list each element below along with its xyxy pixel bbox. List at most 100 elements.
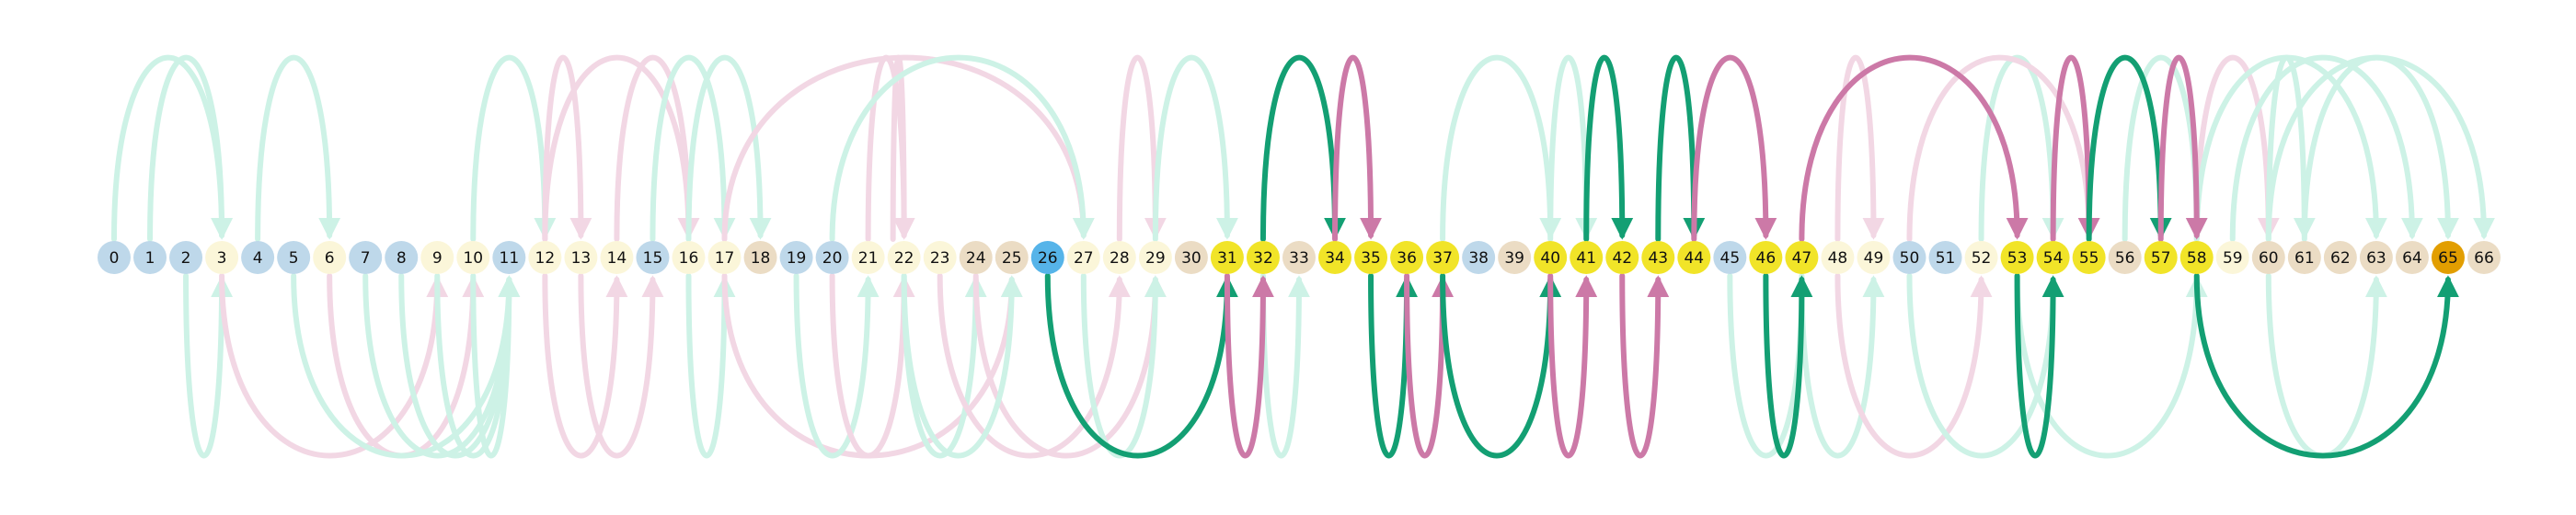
node-62: 62 bbox=[2323, 241, 2357, 274]
arc-edge-48-52 bbox=[1834, 273, 1993, 459]
node-label: 23 bbox=[930, 249, 950, 268]
node-circle bbox=[2036, 241, 2070, 274]
node-circle bbox=[1570, 241, 1604, 274]
node-label: 18 bbox=[751, 249, 771, 268]
node-17: 17 bbox=[707, 241, 742, 274]
node-48: 48 bbox=[1821, 241, 1855, 274]
node-label: 61 bbox=[2294, 249, 2315, 268]
node-15: 15 bbox=[636, 241, 670, 274]
node-label: 14 bbox=[607, 249, 627, 268]
arc-edge-3-9 bbox=[219, 273, 449, 459]
node-circle bbox=[815, 241, 849, 274]
node-circle bbox=[1066, 241, 1100, 274]
arc-edge-2-3 bbox=[183, 273, 234, 459]
node-label: 12 bbox=[535, 249, 556, 268]
arc-edge-40-41 bbox=[1547, 273, 1598, 459]
node-30: 30 bbox=[1174, 241, 1208, 274]
node-49: 49 bbox=[1857, 241, 1891, 274]
node-14: 14 bbox=[600, 241, 634, 274]
node-label: 36 bbox=[1397, 249, 1417, 268]
node-circle bbox=[1713, 241, 1747, 274]
node-label: 43 bbox=[1648, 249, 1668, 268]
node-circle bbox=[779, 241, 813, 274]
node-circle bbox=[564, 241, 598, 274]
arc-edge-42-43 bbox=[1619, 273, 1670, 459]
node-circle bbox=[1282, 241, 1316, 274]
arc-edge-32-34 bbox=[1259, 54, 1347, 242]
node-28: 28 bbox=[1102, 241, 1136, 274]
node-circle bbox=[1964, 241, 1998, 274]
arc-edge-16-17 bbox=[685, 273, 736, 459]
node-circle bbox=[2215, 241, 2249, 274]
node-circle bbox=[133, 241, 167, 274]
node-circle bbox=[1641, 241, 1675, 274]
node-circle bbox=[1138, 241, 1172, 274]
node-24: 24 bbox=[959, 241, 993, 274]
node-circle bbox=[1857, 241, 1891, 274]
arc-edge-54-55 bbox=[2050, 54, 2100, 242]
arc-edge-50-55 bbox=[1906, 54, 2100, 242]
arc-edge-37-40 bbox=[1440, 273, 1562, 459]
node-circle bbox=[1102, 241, 1136, 274]
node-circle bbox=[1462, 241, 1496, 274]
node-label: 32 bbox=[1253, 249, 1273, 268]
arc-edge-47-49 bbox=[1799, 273, 1885, 459]
node-circle bbox=[1821, 241, 1855, 274]
node-label: 59 bbox=[2223, 249, 2243, 268]
node-label: 30 bbox=[1181, 249, 1202, 268]
node-label: 62 bbox=[2330, 249, 2351, 268]
node-label: 58 bbox=[2187, 249, 2207, 268]
node-label: 6 bbox=[325, 249, 335, 268]
node-40: 40 bbox=[1534, 241, 1568, 274]
arc-edge-1-3 bbox=[147, 54, 234, 242]
arc-edge-24-29 bbox=[972, 273, 1167, 459]
node-42: 42 bbox=[1605, 241, 1639, 274]
arc-edge-58-60 bbox=[2193, 54, 2280, 242]
node-61: 61 bbox=[2287, 241, 2321, 274]
node-39: 39 bbox=[1498, 241, 1532, 274]
node-label: 4 bbox=[253, 249, 263, 268]
node-label: 24 bbox=[966, 249, 986, 268]
node-20: 20 bbox=[815, 241, 849, 274]
node-circle bbox=[2179, 241, 2214, 274]
node-4: 4 bbox=[241, 241, 275, 274]
node-10: 10 bbox=[456, 241, 490, 274]
node-label: 25 bbox=[1002, 249, 1022, 268]
node-circle bbox=[385, 241, 419, 274]
node-label: 37 bbox=[1432, 249, 1453, 268]
node-circle bbox=[1677, 241, 1711, 274]
node-circle bbox=[1246, 241, 1280, 274]
node-18: 18 bbox=[743, 241, 777, 274]
node-53: 53 bbox=[2000, 241, 2034, 274]
node-label: 55 bbox=[2079, 249, 2099, 268]
node-label: 8 bbox=[397, 249, 407, 268]
node-circle bbox=[2431, 241, 2465, 274]
node-label: 15 bbox=[643, 249, 663, 268]
node-25: 25 bbox=[995, 241, 1029, 274]
node-label: 54 bbox=[2043, 249, 2064, 268]
node-label: 33 bbox=[1289, 249, 1309, 268]
node-46: 46 bbox=[1749, 241, 1783, 274]
node-5: 5 bbox=[277, 241, 311, 274]
node-circle bbox=[995, 241, 1029, 274]
node-37: 37 bbox=[1426, 241, 1460, 274]
node-64: 64 bbox=[2395, 241, 2429, 274]
arc-edge-19-21 bbox=[793, 273, 880, 459]
nodes-layer: 0 1 2 3 4 5 6 7 8 9 10 11 12 13 14 15 16 17 18 19 20 21 22 23 24… bbox=[98, 241, 2501, 274]
node-label: 44 bbox=[1684, 249, 1704, 268]
node-circle bbox=[1534, 241, 1568, 274]
node-label: 5 bbox=[289, 249, 299, 268]
arc-edge-17-27 bbox=[721, 54, 1095, 242]
arc-edge-58-65 bbox=[2193, 273, 2459, 459]
node-65: 65 bbox=[2431, 241, 2465, 274]
node-label: 0 bbox=[109, 249, 120, 268]
node-label: 57 bbox=[2151, 249, 2171, 268]
node-circle bbox=[636, 241, 670, 274]
arc-edge-20-27 bbox=[829, 54, 1095, 242]
arc-edge-61-65 bbox=[2301, 54, 2459, 242]
node-circle bbox=[851, 241, 885, 274]
arc-edge-10-11 bbox=[470, 273, 521, 459]
arc-edge-36-37 bbox=[1404, 273, 1455, 459]
arc-edge-57-58 bbox=[2157, 54, 2208, 242]
